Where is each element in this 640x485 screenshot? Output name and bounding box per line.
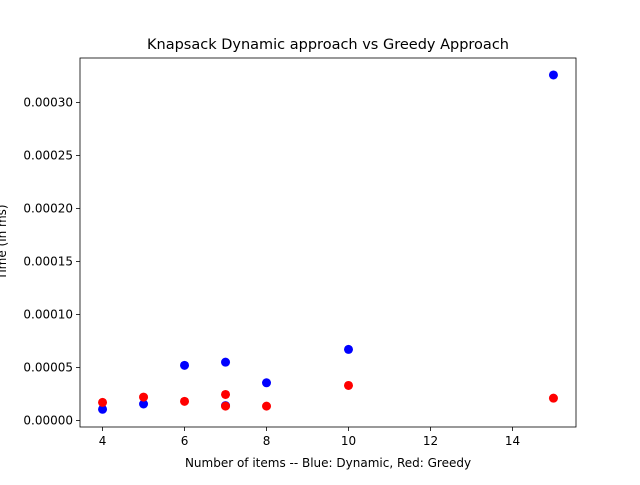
data-point-series-1 xyxy=(139,392,149,402)
plot-area: 4 6 8 10 12 14 0.00000 0.00005 0.00010 0.00015 0.0… xyxy=(23,57,577,448)
x-axis-label: Number of items -- Blue: Dynamic, Red: G… xyxy=(185,456,471,470)
data-point-series-1 xyxy=(221,389,231,399)
y-axis-label: Time (in ms) xyxy=(0,204,9,280)
data-point-series-0 xyxy=(221,357,231,367)
y-tick-label: 0.00025 xyxy=(23,148,73,162)
data-point-series-0 xyxy=(180,360,190,370)
y-tick-label: 0.00000 xyxy=(23,413,73,427)
y-tick-label: 0.00015 xyxy=(23,254,73,268)
data-point-series-1 xyxy=(548,393,558,403)
data-point-series-1 xyxy=(221,401,231,411)
axes-frame xyxy=(79,57,577,428)
x-tick-label: 10 xyxy=(341,434,356,448)
x-tick-label: 12 xyxy=(423,434,438,448)
x-tick-label: 4 xyxy=(99,434,107,448)
data-point-series-1 xyxy=(98,397,108,407)
data-point-series-0 xyxy=(343,344,353,354)
data-point-series-0 xyxy=(262,378,272,388)
data-point-series-0 xyxy=(98,404,108,414)
data-point-series-1 xyxy=(262,401,272,411)
y-tick-label: 0.00005 xyxy=(23,360,73,374)
y-tick-label: 0.00010 xyxy=(23,307,73,321)
data-point-series-0 xyxy=(548,70,558,80)
y-tick-label: 0.00030 xyxy=(23,96,73,110)
y-tick-label: 0.00020 xyxy=(23,201,73,215)
data-point-series-1 xyxy=(343,380,353,390)
data-point-series-1 xyxy=(180,396,190,406)
x-tick-label: 14 xyxy=(505,434,520,448)
data-point-series-0 xyxy=(139,399,149,409)
x-tick-label: 8 xyxy=(263,434,271,448)
x-tick-label: 6 xyxy=(181,434,189,448)
chart-title: Knapsack Dynamic approach vs Greedy Appr… xyxy=(147,37,509,53)
